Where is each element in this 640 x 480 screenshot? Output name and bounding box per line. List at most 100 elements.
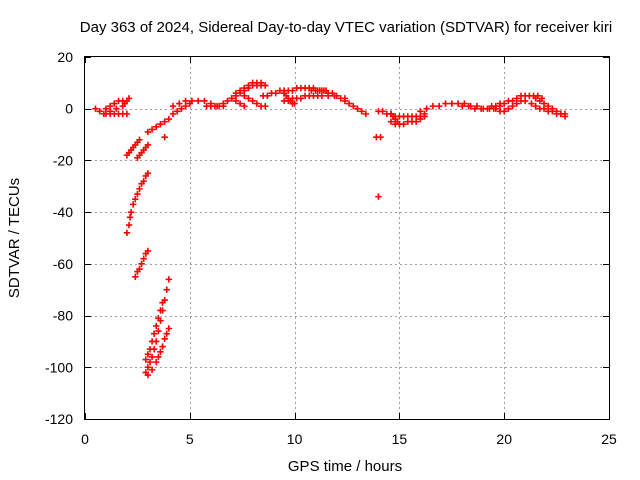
series-arc-day-j [341,95,370,118]
data-point [148,353,156,361]
series-outlier-b [373,133,384,141]
data-point [144,371,152,379]
series-arc-day-c [232,79,269,97]
data-point [396,121,403,128]
x-tick-label: 0 [81,431,89,447]
data-point [350,102,357,110]
data-point [132,196,139,203]
data-point [153,123,160,131]
series-arc-drop-g [144,325,173,379]
data-point [144,141,152,149]
data-point [536,97,544,105]
data-point [253,100,261,107]
data-point [155,327,162,335]
x-tick-label: 5 [186,431,194,447]
data-point [130,201,137,208]
series-arc-rise-a [144,100,193,136]
data-point [132,273,139,280]
series-arc-drop-a [123,136,143,159]
data-point [492,102,500,110]
data-point [155,314,162,322]
data-point [96,108,103,115]
data-point [157,121,164,128]
data-point [188,97,196,105]
data-point [448,100,455,107]
data-point [245,82,252,89]
data-point [236,87,244,94]
data-point [291,100,298,107]
series-arc-eve-f [528,100,569,118]
data-point [142,356,149,363]
data-point [159,299,166,306]
data-point [272,90,279,97]
data-point [232,97,240,105]
y-tick-labels: 20 0 -20 -40 -60 -80 -100 -120 [45,49,73,427]
data-point [174,108,181,115]
series-arc-eve-d [496,97,529,115]
data-point [412,118,420,125]
data-point [123,229,131,237]
y-tick-label: -120 [45,411,73,427]
data-point [134,190,141,198]
data-point [165,325,173,332]
data-point [165,115,173,123]
data-point [140,255,147,262]
data-point [150,330,158,337]
data-point [144,170,152,177]
data-point [320,87,328,94]
data-point [333,92,340,99]
series-arc-day-f [259,84,330,99]
data-point [528,100,535,107]
x-tick-labels: 0 5 10 15 20 25 [81,431,617,447]
x-tick-label: 25 [601,431,617,447]
data-point [262,102,269,110]
data-point [465,102,472,110]
series-outlier-c [375,193,382,200]
data-point [146,345,154,353]
data-point [341,95,349,102]
data-point [241,102,248,110]
series-arc-early-b [102,95,133,112]
data-point [245,95,252,102]
chart-title: Day 363 of 2024, Sidereal Day-to-day VTE… [80,19,612,36]
y-tick-label: -40 [53,204,73,220]
plot-frame [84,56,610,420]
series-arc-day-a [169,97,227,110]
series-arc-drop-f [142,299,166,363]
data-point [436,102,443,110]
data-point [513,100,520,107]
x-axis-label: GPS time / hours [288,458,402,475]
data-point [157,307,164,314]
data-point [375,193,382,200]
x-tick-label: 10 [287,431,303,447]
x-tick-label: 15 [392,431,408,447]
data-point [561,110,569,118]
data-point [220,100,227,107]
data-point [241,92,248,99]
data-point [421,113,428,120]
series-outlier-a [161,133,168,141]
data-point [157,348,164,355]
data-point [232,90,240,97]
data-point [140,177,147,185]
data-point [163,286,170,293]
data-point [92,105,99,112]
grid [85,57,609,419]
data-point [165,276,173,283]
data-point [484,105,491,112]
data-point [429,102,437,110]
data-point [153,322,160,330]
data-point [138,260,145,268]
data-point [454,100,462,107]
series-arc-eve-e [532,95,569,120]
data-point [111,100,118,107]
data-point [532,102,539,110]
data-point [362,110,370,118]
series-arc-day-h [280,90,298,107]
data-point [148,126,156,133]
data-point [358,108,365,115]
data-point [159,343,166,350]
data-point [123,110,131,118]
series-arc-day-i [308,87,349,105]
